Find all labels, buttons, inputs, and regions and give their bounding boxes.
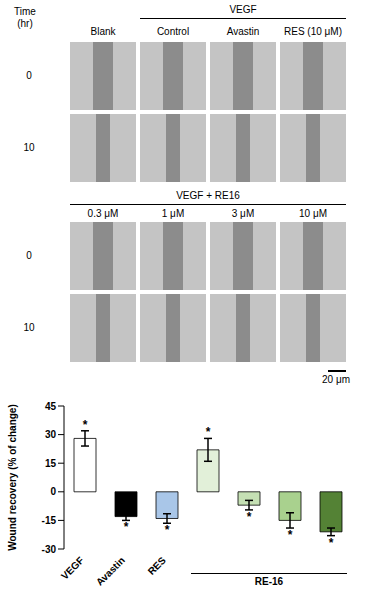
svg-text:RES: RES	[146, 554, 169, 577]
html-text:RES (10 μM): RES (10 μM)	[284, 26, 342, 37]
html-text:VEGF: VEGF	[229, 4, 257, 15]
svg-text:*: *	[329, 536, 334, 550]
html-text:10: 10	[23, 142, 35, 153]
html-text:10: 10	[23, 322, 35, 333]
svg-text:*: *	[247, 510, 252, 524]
html-text:Time (hr): Time (hr)	[14, 6, 36, 29]
html-text:0.3 μM: 0.3 μM	[87, 208, 119, 219]
html-text:Wound recovery (% of change): Wound recovery (% of change)	[6, 403, 18, 551]
svg-text:0: 0	[50, 486, 56, 497]
html-text:10 μM: 10 μM	[299, 208, 327, 219]
svg-text:VEGF: VEGF	[59, 555, 86, 582]
svg-text:Avastin: Avastin	[94, 555, 127, 588]
svg-text:*: *	[288, 528, 293, 542]
svg-text:*: *	[165, 523, 170, 537]
svg-text:45: 45	[45, 401, 57, 412]
svg-text:15: 15	[45, 458, 57, 469]
svg-text:-15: -15	[42, 515, 57, 526]
html-text:Avastin: Avastin	[226, 26, 260, 37]
html-text:3 μM: 3 μM	[231, 208, 255, 219]
svg-text:30: 30	[45, 429, 57, 440]
svg-text:*: *	[206, 425, 211, 439]
svg-text:*: *	[83, 418, 88, 432]
html-text:Control: Control	[156, 26, 190, 37]
html-text:RE-16: RE-16	[254, 576, 284, 587]
html-text:20 μm: 20 μm	[322, 374, 350, 385]
svg-text:-30: -30	[42, 544, 57, 555]
html-text:Blank: Blank	[90, 26, 116, 37]
html-text:VEGF + RE16: VEGF + RE16	[176, 190, 240, 201]
html-text:0: 0	[26, 70, 32, 81]
svg-text:*: *	[124, 520, 129, 534]
html-text:1 μM: 1 μM	[161, 208, 185, 219]
html-text:0: 0	[26, 250, 32, 261]
